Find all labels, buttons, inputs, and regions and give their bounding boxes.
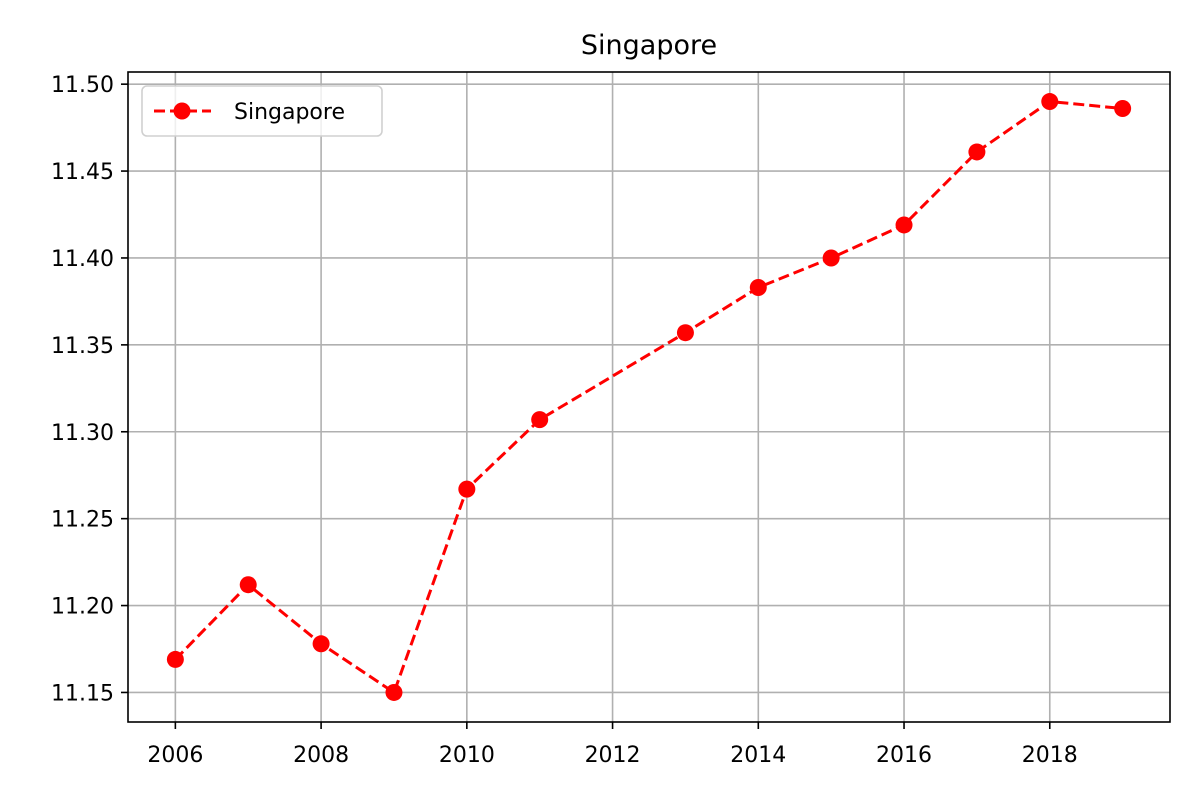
y-tick-label: 11.30 [51, 421, 114, 446]
chart-title: Singapore [581, 30, 717, 61]
data-point [749, 279, 767, 297]
y-tick-label: 11.45 [51, 160, 114, 185]
series-line [174, 100, 1123, 694]
y-tick-label: 11.35 [51, 334, 114, 359]
x-tick-label: 2014 [730, 743, 786, 768]
x-tick-label: 2010 [439, 743, 495, 768]
data-point [166, 650, 184, 668]
y-tick-label: 11.40 [51, 247, 114, 272]
x-tick-label: 2006 [147, 743, 203, 768]
plot-frame [127, 71, 1171, 723]
series-layer [166, 93, 1132, 701]
data-point [458, 480, 476, 498]
grid [128, 72, 1170, 722]
y-tick-label: 11.15 [51, 681, 114, 706]
data-point [676, 324, 694, 342]
x-tick-label: 2008 [293, 743, 349, 768]
x-tick-label: 2012 [585, 743, 641, 768]
data-point [822, 249, 840, 267]
legend-box [141, 85, 383, 137]
y-tick-label: 11.25 [51, 508, 114, 533]
y-tick-label: 11.20 [51, 595, 114, 620]
data-point [968, 143, 986, 161]
data-point [239, 576, 257, 594]
x-tick-label: 2016 [876, 743, 932, 768]
data-point [312, 635, 330, 653]
data-point [385, 683, 403, 701]
data-point [1041, 93, 1059, 111]
x-tick-label: 2018 [1022, 743, 1078, 768]
data-point [531, 411, 549, 429]
legend-label: Singapore [234, 100, 345, 125]
legend-marker [173, 102, 191, 120]
data-point [895, 216, 913, 234]
legend: Singapore [141, 85, 383, 137]
data-point [1114, 99, 1132, 117]
axes: 2006 2008 2010 2012 2014 2016 2018 11.15 11.20 11… [51, 71, 1171, 768]
y-tick-label: 11.50 [51, 73, 114, 98]
